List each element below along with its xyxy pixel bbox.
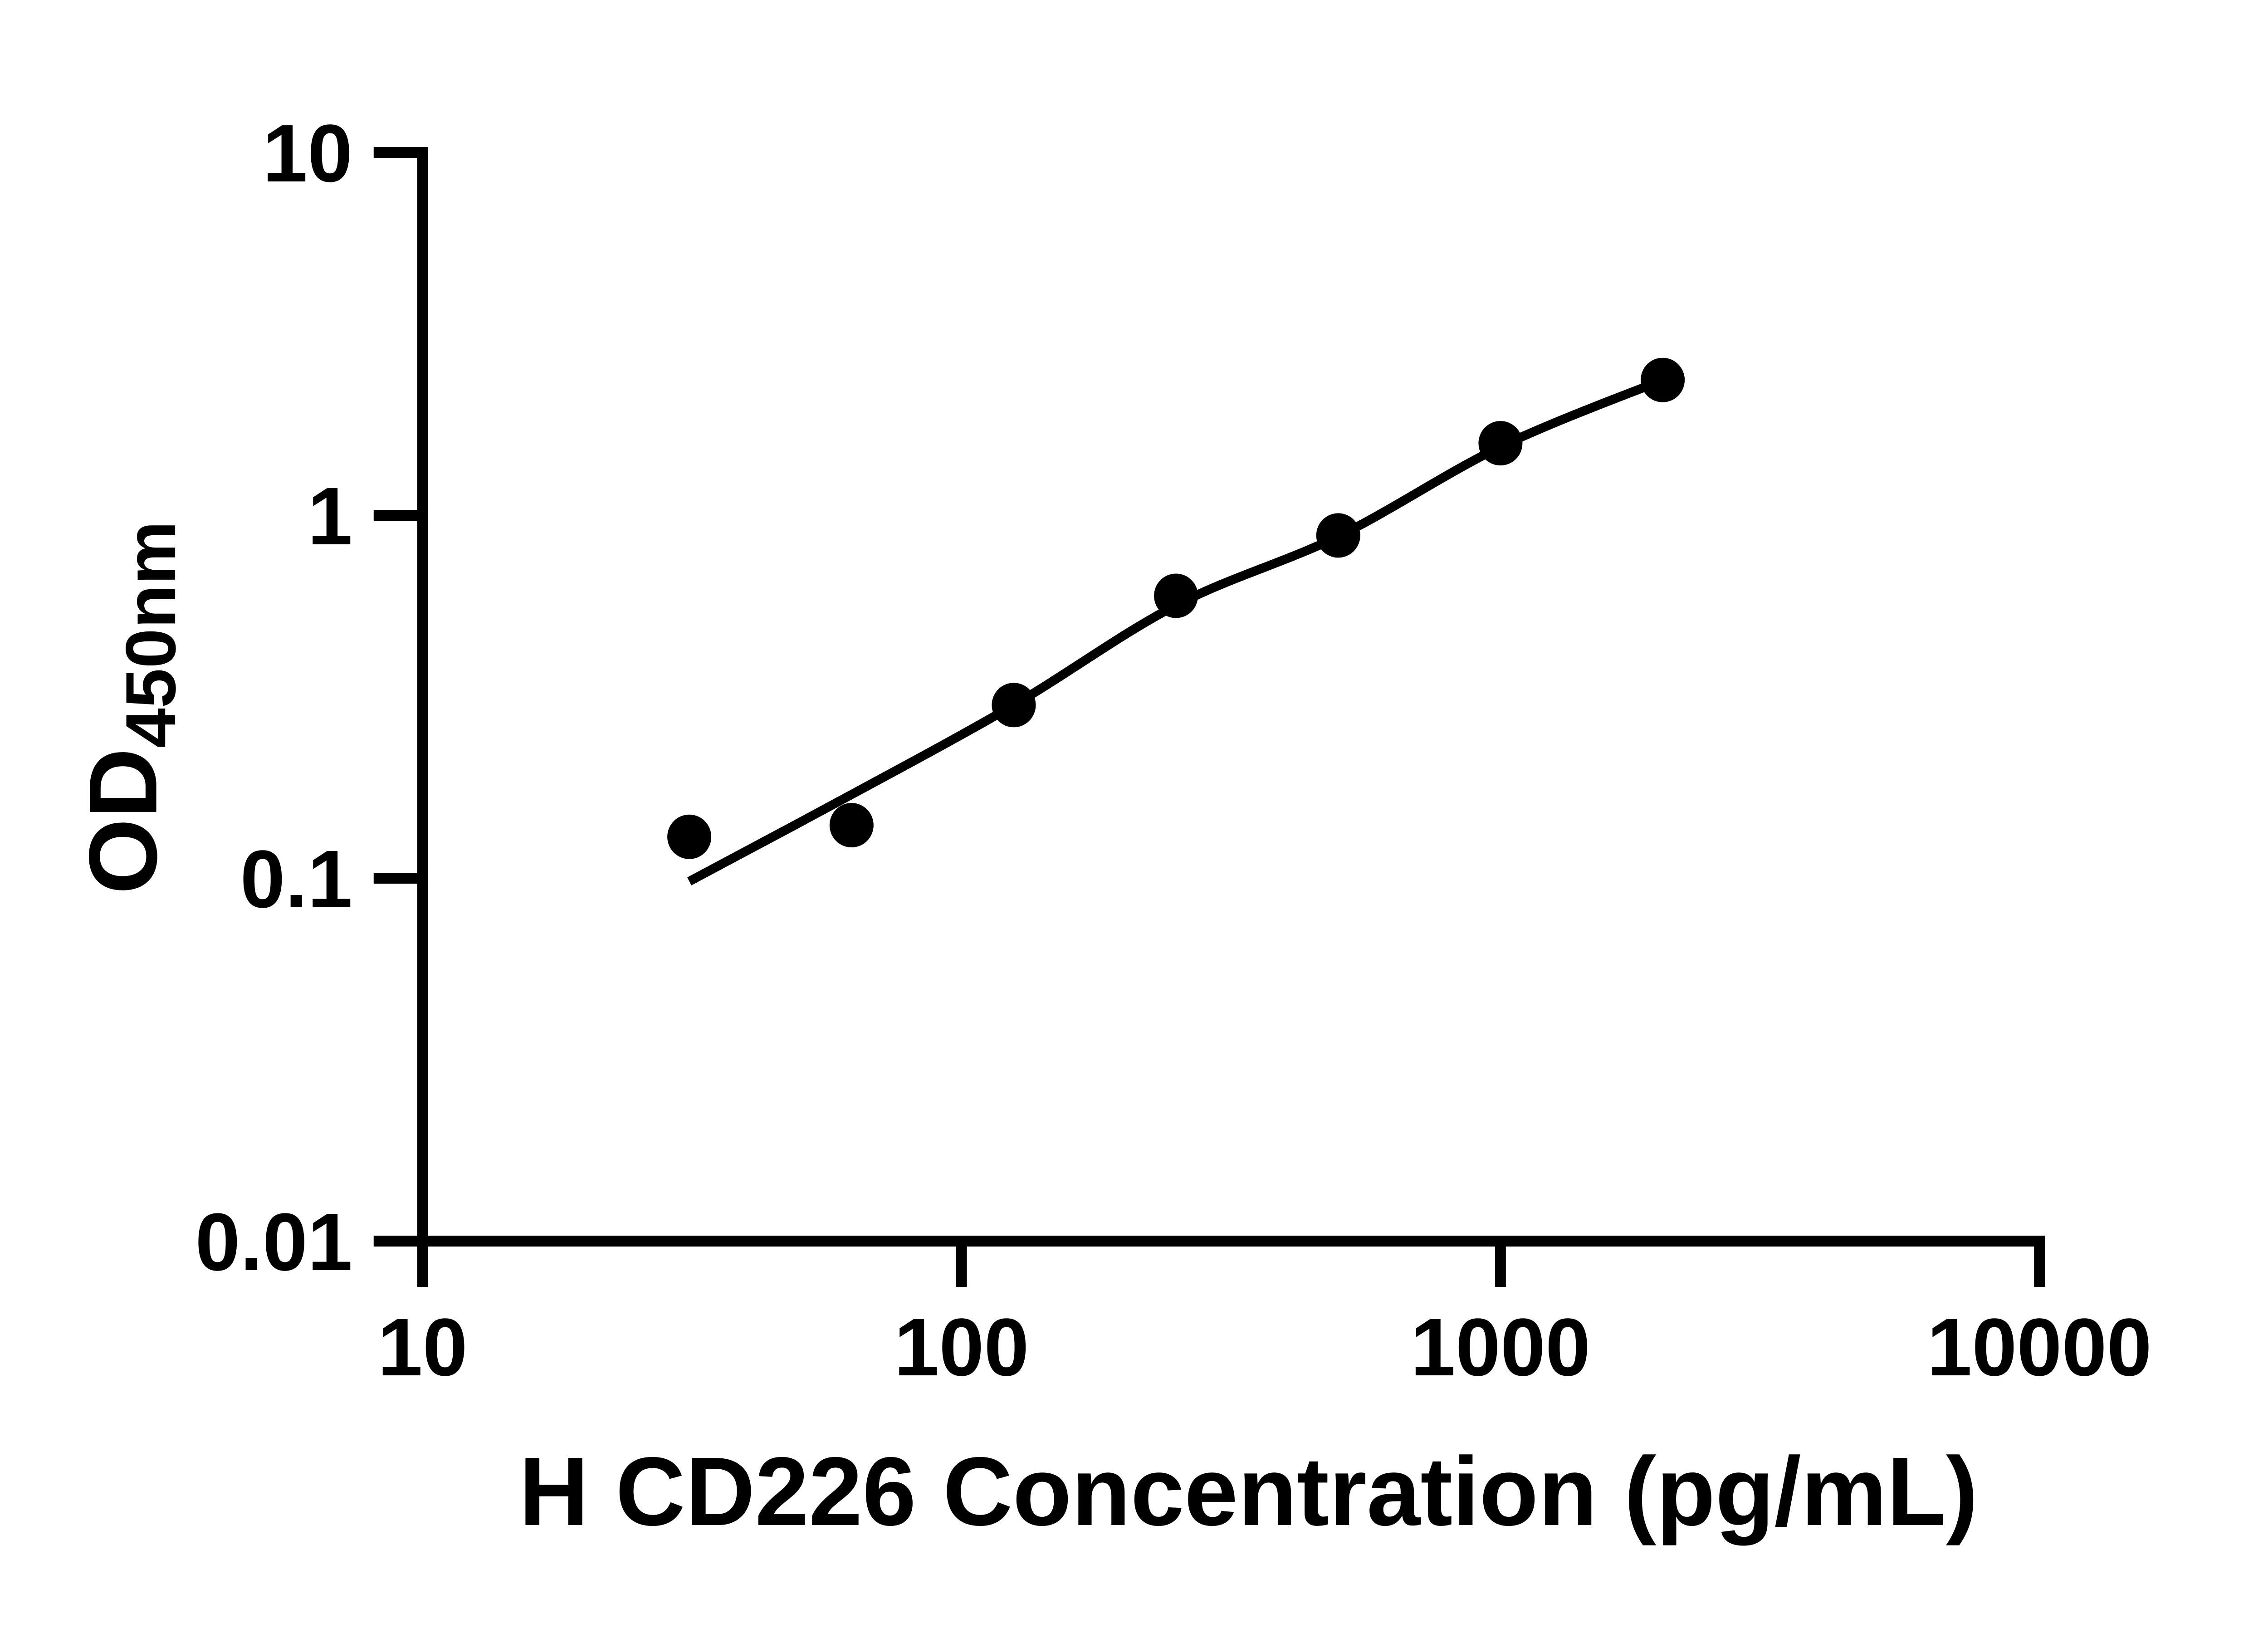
data-point [667, 814, 712, 859]
x-tick-label: 10000 [1927, 1301, 2152, 1393]
y-tick-label: 0.01 [195, 1196, 352, 1287]
x-tick-label: 1000 [1411, 1301, 1590, 1393]
data-point [1154, 573, 1198, 618]
y-axis-title-subscript: 450nm [112, 521, 191, 748]
data-point [829, 803, 874, 848]
y-axis-title: OD450nm [69, 521, 191, 894]
y-tick-label: 1 [308, 470, 352, 562]
data-point [1478, 421, 1523, 466]
y-tick-label: 10 [263, 108, 352, 199]
y-axis-title-main: OD [69, 748, 177, 894]
x-tick-label: 100 [894, 1301, 1029, 1393]
y-tick-label: 0.1 [240, 833, 352, 924]
x-tick-label: 10 [378, 1301, 468, 1393]
data-point [1641, 357, 1685, 402]
x-axis-title: H CD226 Concentration (pg/mL) [519, 1437, 1978, 1546]
data-point [1316, 513, 1360, 558]
data-point [992, 683, 1036, 728]
